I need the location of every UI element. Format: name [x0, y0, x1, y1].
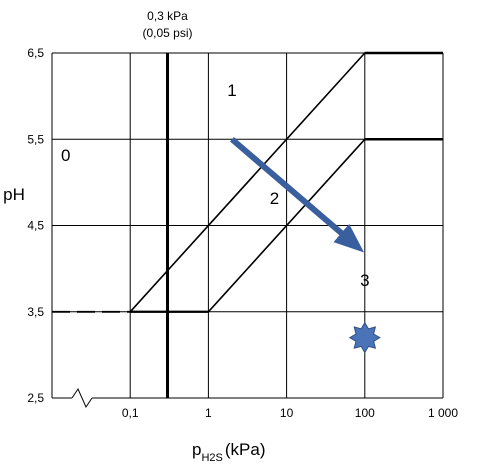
- labels-layer: 0,3 kPa (0,05 psi) 0 1 2 3 pH pH2S (kPa): [3, 9, 369, 464]
- star-marker: [348, 321, 381, 354]
- x-axis-label-p: p: [192, 440, 201, 459]
- ticks-layer: 2,53,54,55,56,50,1 1 10 100 1 000: [27, 46, 458, 420]
- y-tick-label: 2,5: [27, 391, 44, 405]
- x-tick-label: 100: [355, 406, 375, 420]
- region-label-3: 3: [360, 271, 369, 290]
- y-tick-label: 5,5: [27, 132, 44, 146]
- x-tick-label: 1: [205, 406, 212, 420]
- trend-arrow: [229, 136, 365, 253]
- region-label-0: 0: [61, 146, 70, 165]
- x-axis-label-subscript: H2S: [201, 452, 222, 464]
- threshold-label-kpa: 0,3 kPa: [147, 9, 188, 23]
- x-tick-label: 1 000: [428, 406, 458, 420]
- overlay-layer: [229, 136, 381, 354]
- x-axis-label: pH2S (kPa): [192, 440, 266, 464]
- y-tick-label: 3,5: [27, 305, 44, 319]
- y-axis-label: pH: [3, 185, 25, 204]
- y-tick-label: 6,5: [27, 46, 44, 60]
- y-tick-label: 4,5: [27, 219, 44, 233]
- x-axis-label-unit: (kPa): [225, 440, 266, 459]
- region-label-2: 2: [270, 189, 279, 208]
- x-tick-label: 10: [280, 406, 294, 420]
- x-tick-label: 0,1: [122, 406, 139, 420]
- series-layer: [52, 51, 443, 398]
- axis-break-mark: [71, 387, 93, 409]
- grid-layer: [51, 52, 444, 409]
- region-label-1: 1: [227, 81, 236, 100]
- threshold-label-psi: (0,05 psi): [142, 26, 192, 40]
